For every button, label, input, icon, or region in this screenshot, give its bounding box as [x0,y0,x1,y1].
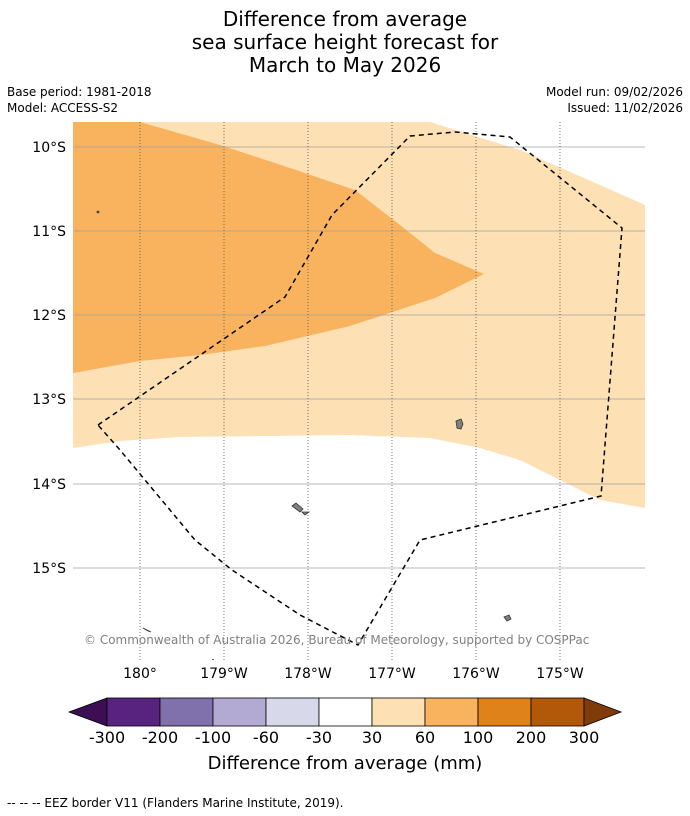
colorbar-segment [159,697,214,727]
base-period: Base period: 1981-2018 [7,85,152,99]
lon-labels: 180° 179°W 178°W 177°W 176°W 175°W [123,666,584,682]
cb-label-1: -200 [141,728,179,747]
eez-legend-note: -- -- -- EEZ border V11 (Flanders Marine… [7,796,344,810]
lon-label-175w: 175°W [536,666,584,682]
colorbar-extend-high [583,697,623,727]
colorbar-segment [265,697,320,727]
cb-label-7: 100 [462,728,494,747]
cb-label-9: 300 [568,728,600,747]
title-line-3: March to May 2026 [248,53,442,77]
islet-north [96,210,100,214]
cb-label-0: -300 [88,728,126,747]
lat-label-13s: 13°S [32,392,66,408]
island-west-2 [301,511,311,516]
islands [96,210,512,633]
anomaly-band-60-100 [73,122,484,373]
lat-label-10s: 10°S [32,140,66,156]
colorbar-segment [212,697,267,727]
colorbar-title: Difference from average (mm) [207,753,483,774]
island-south [503,614,512,622]
model-run: Model run: 09/02/2026 [545,85,683,99]
island-east [455,418,464,430]
credit-text: © Commonwealth of Australia 2026, Bureau… [84,633,590,647]
title-line-1: Difference from average [222,7,468,31]
lon-label-180: 180° [123,666,157,682]
lat-label-14s: 14°S [32,477,66,493]
map-area [73,122,645,660]
colorbar-segment [530,697,585,727]
map-title: Difference from average sea surface heig… [0,8,690,77]
island-west-1 [291,502,304,513]
lon-label-179w: 179°W [200,666,248,682]
lon-label-176w: 176°W [452,666,500,682]
cb-label-6: 60 [414,728,436,747]
colorbar-segment [371,697,426,727]
colorbar-segment [424,697,479,727]
eez-border [96,131,623,646]
cb-label-3: -60 [252,728,280,747]
lon-label-177w: 177°W [368,666,416,682]
lat-label-12s: 12°S [32,308,66,324]
colorbar-segment [477,697,532,727]
lat-gridlines [73,146,645,569]
meta-left: Base period: 1981-2018 Model: ACCESS-S2 [7,84,152,116]
meta-right: Model run: 09/02/2026 Issued: 11/02/2026 [546,84,683,116]
colorbar-segment [318,697,373,727]
model-name: Model: ACCESS-S2 [7,101,119,115]
lat-labels: 10°S 11°S 12°S 13°S 14°S 15°S [32,140,66,577]
colorbar-segment [106,697,161,727]
cb-label-8: 200 [515,728,547,747]
lon-label-178w: 178°W [284,666,332,682]
cb-label-4: -30 [305,728,333,747]
islet-southwest [142,627,152,633]
lat-label-11s: 11°S [32,224,66,240]
cb-label-2: -100 [194,728,232,747]
cb-label-5: 30 [361,728,383,747]
issued-date: Issued: 11/02/2026 [567,101,683,115]
lat-label-15s: 15°S [32,561,66,577]
colorbar-extend-low [67,697,108,727]
title-line-2: sea surface height forecast for [191,30,499,54]
colorbar [67,697,623,727]
